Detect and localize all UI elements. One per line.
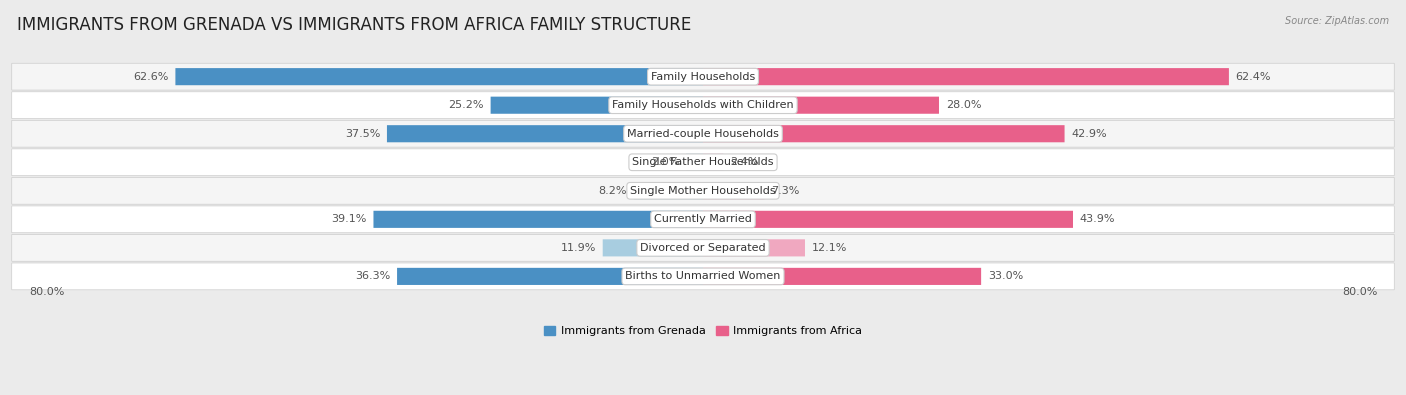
FancyBboxPatch shape	[703, 268, 981, 285]
FancyBboxPatch shape	[176, 68, 703, 85]
FancyBboxPatch shape	[11, 206, 1395, 233]
FancyBboxPatch shape	[686, 154, 703, 171]
Text: Married-couple Households: Married-couple Households	[627, 129, 779, 139]
Text: 28.0%: 28.0%	[946, 100, 981, 110]
Text: Single Father Households: Single Father Households	[633, 157, 773, 167]
Text: 43.9%: 43.9%	[1080, 214, 1115, 224]
Text: 62.6%: 62.6%	[134, 71, 169, 82]
FancyBboxPatch shape	[703, 68, 1229, 85]
Text: Family Households with Children: Family Households with Children	[612, 100, 794, 110]
FancyBboxPatch shape	[11, 120, 1395, 147]
Text: Currently Married: Currently Married	[654, 214, 752, 224]
Text: Family Households: Family Households	[651, 71, 755, 82]
FancyBboxPatch shape	[634, 182, 703, 199]
Text: 62.4%: 62.4%	[1236, 71, 1271, 82]
FancyBboxPatch shape	[396, 268, 703, 285]
Text: Source: ZipAtlas.com: Source: ZipAtlas.com	[1285, 16, 1389, 26]
Legend: Immigrants from Grenada, Immigrants from Africa: Immigrants from Grenada, Immigrants from…	[540, 321, 866, 340]
FancyBboxPatch shape	[703, 211, 1073, 228]
FancyBboxPatch shape	[703, 182, 765, 199]
FancyBboxPatch shape	[703, 125, 1064, 142]
Text: 36.3%: 36.3%	[356, 271, 391, 281]
Text: 2.4%: 2.4%	[730, 157, 758, 167]
Text: Single Mother Households: Single Mother Households	[630, 186, 776, 196]
Text: 12.1%: 12.1%	[811, 243, 846, 253]
FancyBboxPatch shape	[703, 97, 939, 114]
FancyBboxPatch shape	[11, 263, 1395, 290]
FancyBboxPatch shape	[387, 125, 703, 142]
Text: IMMIGRANTS FROM GRENADA VS IMMIGRANTS FROM AFRICA FAMILY STRUCTURE: IMMIGRANTS FROM GRENADA VS IMMIGRANTS FR…	[17, 16, 692, 34]
Text: 2.0%: 2.0%	[651, 157, 679, 167]
FancyBboxPatch shape	[11, 235, 1395, 261]
Text: 80.0%: 80.0%	[1341, 287, 1378, 297]
Text: 7.3%: 7.3%	[772, 186, 800, 196]
FancyBboxPatch shape	[703, 239, 806, 256]
FancyBboxPatch shape	[11, 92, 1395, 118]
FancyBboxPatch shape	[11, 63, 1395, 90]
Text: 42.9%: 42.9%	[1071, 129, 1107, 139]
FancyBboxPatch shape	[491, 97, 703, 114]
Text: 39.1%: 39.1%	[332, 214, 367, 224]
Text: 25.2%: 25.2%	[449, 100, 484, 110]
FancyBboxPatch shape	[703, 154, 723, 171]
Text: 37.5%: 37.5%	[344, 129, 380, 139]
Text: 8.2%: 8.2%	[599, 186, 627, 196]
Text: 33.0%: 33.0%	[988, 271, 1024, 281]
FancyBboxPatch shape	[11, 149, 1395, 176]
Text: Births to Unmarried Women: Births to Unmarried Women	[626, 271, 780, 281]
Text: Divorced or Separated: Divorced or Separated	[640, 243, 766, 253]
FancyBboxPatch shape	[374, 211, 703, 228]
Text: 80.0%: 80.0%	[28, 287, 65, 297]
FancyBboxPatch shape	[11, 177, 1395, 204]
Text: 11.9%: 11.9%	[561, 243, 596, 253]
FancyBboxPatch shape	[603, 239, 703, 256]
